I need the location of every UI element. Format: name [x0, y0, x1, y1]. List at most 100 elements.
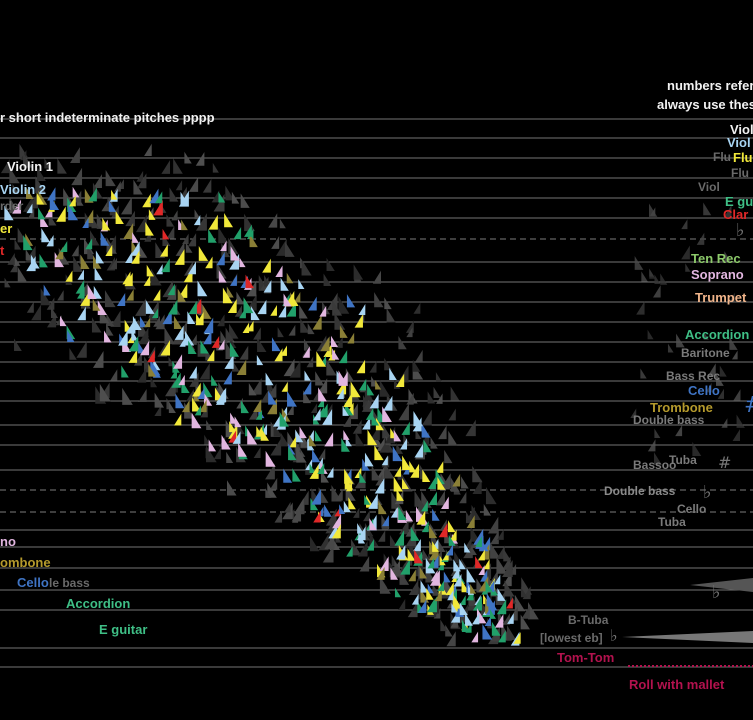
note-triangle — [263, 280, 272, 293]
ghost-triangle — [334, 312, 346, 330]
ghost-triangle — [185, 388, 194, 402]
ghost-triangle — [437, 539, 446, 552]
note-triangle — [437, 476, 446, 490]
ghost-triangle — [69, 347, 77, 360]
ghost-triangle — [508, 609, 516, 621]
ghost-triangle — [25, 249, 33, 261]
ghost-triangle — [378, 530, 386, 542]
note-triangle — [378, 500, 387, 515]
note-triangle — [434, 589, 442, 602]
note-triangle — [126, 289, 134, 301]
note-triangle — [312, 314, 322, 330]
note-triangle — [145, 222, 154, 236]
note-triangle — [139, 316, 147, 328]
note-triangle — [466, 515, 475, 529]
note-triangle — [115, 210, 124, 224]
note-triangle — [318, 387, 327, 402]
ghost-triangle — [267, 482, 277, 498]
ghost-triangle — [248, 383, 257, 396]
ghost-triangle — [490, 530, 499, 545]
note-triangle — [104, 330, 112, 343]
note-triangle — [189, 366, 197, 379]
note-triangle — [478, 565, 485, 575]
ghost-triangle — [289, 360, 301, 378]
note-triangle — [320, 336, 330, 352]
note-triangle — [245, 274, 254, 289]
note-triangle — [443, 571, 451, 583]
ghost-triangle — [359, 556, 370, 572]
note-triangle — [421, 423, 431, 438]
ghost-triangle — [384, 297, 392, 310]
ghost-triangle — [391, 555, 399, 567]
note-triangle — [421, 500, 428, 512]
note-triangle — [451, 602, 458, 613]
left-header-note: r short indeterminate pitches pppp — [0, 110, 215, 125]
ghost-triangle — [71, 244, 79, 257]
ghost-triangle — [696, 232, 705, 245]
note-triangle — [49, 195, 60, 210]
right-header-note-1: numbers refer — [667, 78, 753, 93]
note-triangle — [364, 452, 374, 467]
note-triangle — [306, 430, 314, 442]
ghost-triangle — [375, 474, 383, 486]
note-triangle — [292, 468, 301, 482]
ghost-triangle — [483, 503, 491, 516]
ghost-triangle — [415, 543, 426, 559]
ghost-triangle — [436, 393, 443, 404]
ghost-triangle — [150, 376, 158, 388]
right-label-double-bass-1: Double bass — [633, 413, 705, 427]
ghost-triangle — [244, 213, 256, 232]
note-triangle — [346, 294, 356, 308]
ghost-triangle — [353, 507, 360, 518]
ghost-triangle — [90, 230, 100, 246]
ghost-triangle — [93, 174, 102, 188]
note-triangle — [280, 277, 289, 291]
ghost-triangle — [653, 452, 662, 465]
note-triangle — [399, 438, 408, 450]
note-triangle — [218, 339, 225, 350]
ghost-triangle — [654, 274, 661, 284]
note-triangle — [494, 614, 504, 628]
ghost-triangle — [73, 256, 84, 272]
ghost-triangle — [379, 576, 391, 594]
ghost-triangle — [414, 490, 425, 507]
ghost-triangle — [270, 421, 281, 437]
ghost-triangle — [520, 614, 530, 630]
note-triangle — [132, 232, 139, 243]
note-triangle — [494, 574, 501, 585]
note-triangle — [323, 343, 332, 358]
note-triangle — [56, 206, 66, 222]
sharp-symbol: # — [744, 393, 753, 418]
note-triangle — [498, 630, 506, 643]
ghost-triangle — [135, 298, 146, 316]
note-triangle — [324, 504, 332, 517]
ghost-triangle — [345, 368, 354, 381]
note-triangle — [430, 555, 439, 568]
right-label-lowest-eb: [lowest eb] — [540, 631, 603, 645]
ghost-triangle — [490, 542, 501, 559]
right-label-clarinet: Clar — [723, 207, 749, 222]
note-triangle — [228, 430, 237, 443]
note-triangle — [309, 464, 319, 479]
ghost-triangle — [284, 241, 295, 257]
note-triangle — [105, 244, 113, 256]
ghost-triangle — [105, 169, 116, 187]
note-triangle — [330, 335, 339, 348]
note-triangle — [286, 272, 294, 284]
ghost-triangle — [418, 496, 429, 514]
ghost-triangle — [504, 580, 515, 597]
note-triangle — [238, 442, 247, 457]
ghost-triangle — [459, 491, 467, 504]
note-triangle — [132, 316, 142, 331]
note-triangle — [371, 413, 380, 426]
ghost-triangle — [155, 314, 165, 330]
note-triangle — [92, 298, 101, 311]
note-triangle — [203, 382, 213, 398]
ghost-triangle — [471, 504, 481, 520]
flat-symbol: ♭ — [712, 582, 721, 603]
ghost-triangle — [184, 151, 192, 164]
right-label-violin-ghost: Viol — [698, 180, 720, 194]
ghost-triangle — [87, 245, 96, 260]
ghost-triangle — [220, 330, 229, 344]
ghost-triangle — [161, 160, 171, 174]
